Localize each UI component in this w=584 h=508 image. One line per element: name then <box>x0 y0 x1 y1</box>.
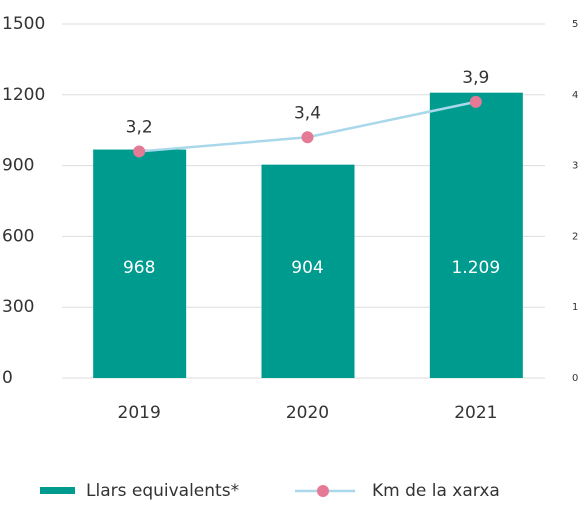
y-tick-label: 0 <box>2 368 13 388</box>
y2-tick-label: 3 <box>572 161 578 172</box>
line-value-label: 3,2 <box>126 117 153 137</box>
y2-tick-label: 1 <box>572 302 578 313</box>
line-point <box>301 131 314 144</box>
y2-tick-label: 0 <box>572 373 578 384</box>
line-value-label: 3,9 <box>462 68 489 88</box>
x-tick-label: 2021 <box>454 403 497 423</box>
bar-value-label: 904 <box>291 258 323 278</box>
bar-value-label: 968 <box>123 258 155 278</box>
y2-tick-label: 4 <box>572 90 578 101</box>
y-tick-label: 1200 <box>2 85 45 105</box>
legend-label: Km de la xarxa <box>372 481 500 501</box>
x-tick-label: 2019 <box>118 403 161 423</box>
x-tick-label: 2020 <box>286 403 329 423</box>
line-value-label: 3,4 <box>294 103 321 123</box>
line-point <box>133 145 146 158</box>
line-point <box>469 95 482 108</box>
bar <box>93 149 187 378</box>
legend-marker <box>317 485 329 497</box>
bar <box>429 92 523 379</box>
y-tick-label: 900 <box>2 156 34 176</box>
legend-label: Llars equivalents* <box>86 481 239 501</box>
y2-tick-label: 5 <box>572 19 578 30</box>
y-tick-label: 600 <box>2 226 34 246</box>
bar-value-label: 1.209 <box>451 258 500 278</box>
y-tick-label: 1500 <box>2 14 45 34</box>
y2-tick-label: 2 <box>572 231 578 242</box>
bar <box>261 164 355 378</box>
legend-swatch <box>40 487 75 494</box>
y-tick-label: 300 <box>2 297 34 317</box>
